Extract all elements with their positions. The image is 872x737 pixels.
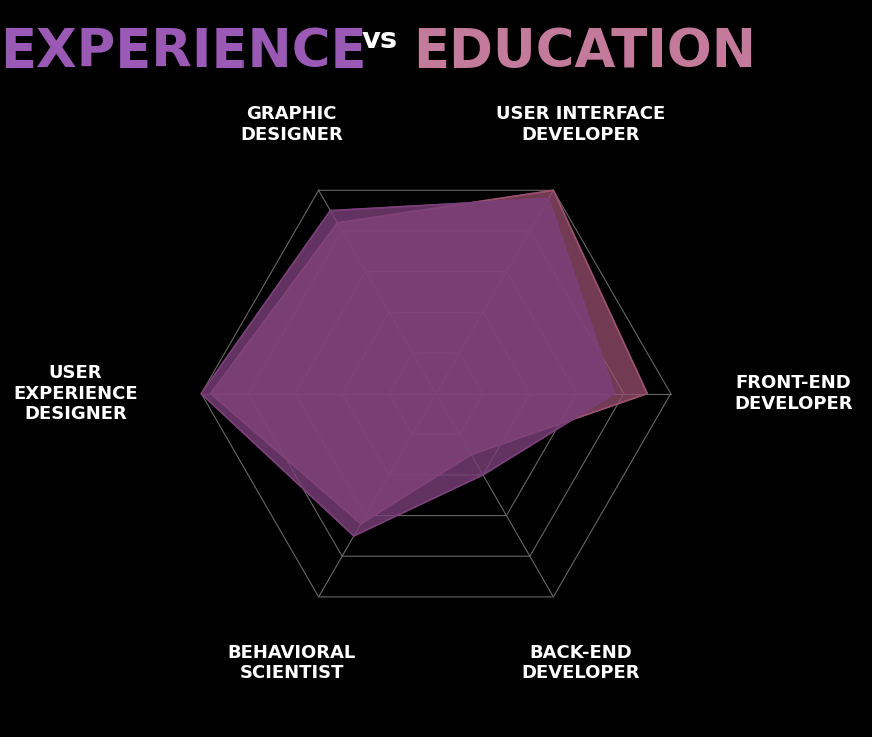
Polygon shape [201, 198, 615, 536]
Text: USER INTERFACE
DEVELOPER: USER INTERFACE DEVELOPER [496, 105, 665, 144]
Text: vs: vs [361, 26, 398, 54]
Text: GRAPHIC
DESIGNER: GRAPHIC DESIGNER [241, 105, 343, 144]
Text: BEHAVIORAL
SCIENTIST: BEHAVIORAL SCIENTIST [228, 643, 356, 682]
Text: FRONT-END
DEVELOPER: FRONT-END DEVELOPER [734, 374, 853, 413]
Text: EDUCATION: EDUCATION [412, 26, 756, 78]
Text: BACK-END
DEVELOPER: BACK-END DEVELOPER [521, 643, 640, 682]
Polygon shape [211, 190, 647, 524]
Text: EXPERIENCE: EXPERIENCE [0, 26, 366, 78]
Text: USER
EXPERIENCE
DESIGNER: USER EXPERIENCE DESIGNER [13, 364, 138, 424]
